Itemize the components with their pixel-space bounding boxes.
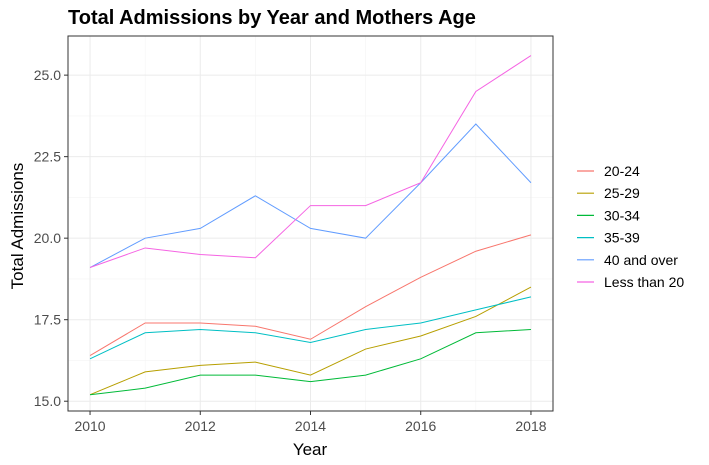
legend-label: 40 and over bbox=[604, 252, 678, 268]
y-axis-title: Total Admissions bbox=[8, 163, 27, 290]
series-line-30-34 bbox=[89, 328, 531, 396]
grid bbox=[68, 36, 553, 411]
legend-label: 20-24 bbox=[604, 163, 640, 179]
legend: 20-24 25-29 30-34 35-39 40 and over Less than… bbox=[577, 163, 684, 290]
chart-title: Total Admissions by Year and Mothers Age bbox=[68, 7, 476, 29]
legend-label: 30-34 bbox=[604, 207, 640, 223]
x-tick-label: 2010 bbox=[74, 418, 105, 434]
y-tick-label: 15.0 bbox=[34, 393, 61, 409]
axes: 2010 2012 2014 2016 2018 15.0 17.5 20.0 22.5 25.0 bbox=[34, 67, 547, 434]
y-tick-label: 17.5 bbox=[34, 312, 61, 328]
series-line-40-and-over bbox=[89, 123, 532, 268]
x-axis-title: Year bbox=[293, 440, 328, 459]
y-tick-label: 20.0 bbox=[34, 230, 61, 246]
legend-label: 35-39 bbox=[604, 230, 640, 246]
series-line-20-24 bbox=[89, 234, 532, 357]
legend-label: 25-29 bbox=[604, 185, 640, 201]
legend-label: Less than 20 bbox=[604, 274, 684, 290]
x-tick-label: 2016 bbox=[405, 418, 436, 434]
x-tick-label: 2012 bbox=[185, 418, 216, 434]
x-tick-label: 2018 bbox=[515, 418, 546, 434]
y-tick-label: 22.5 bbox=[34, 149, 61, 165]
series-line-35-39 bbox=[89, 296, 532, 360]
series-lines bbox=[89, 55, 532, 396]
series-line-25-29 bbox=[89, 286, 532, 396]
y-tick-label: 25.0 bbox=[34, 67, 61, 83]
x-tick-label: 2014 bbox=[295, 418, 326, 434]
series-line-less-than-20 bbox=[89, 55, 532, 268]
